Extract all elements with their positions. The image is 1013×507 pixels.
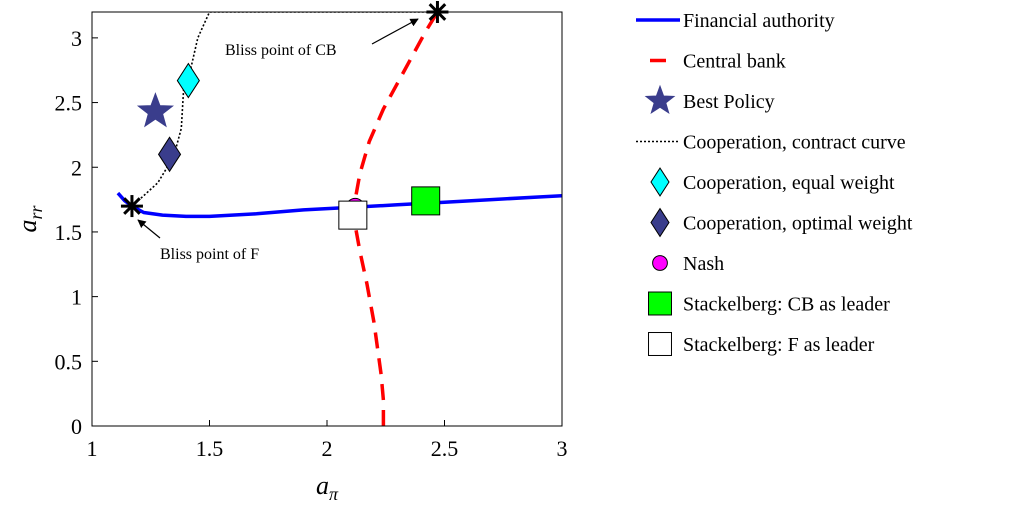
y-tick-label: 2 bbox=[71, 155, 82, 180]
legend-item-central-bank: Central bank bbox=[636, 51, 786, 73]
ticks-layer: 1 1.5 2 2.5 3 0 0.5 1 1.5 2 2.5 3 bbox=[55, 26, 568, 461]
y-tick-label: 0.5 bbox=[55, 349, 83, 374]
x-tick-label: 1 bbox=[87, 436, 98, 461]
legend-label: Cooperation, equal weight bbox=[683, 172, 895, 194]
x-tick-label: 2 bbox=[322, 436, 333, 461]
legend-swatch-stackelberg-f-as-leader bbox=[648, 332, 672, 356]
legend-label: Stackelberg: F as leader bbox=[683, 334, 875, 356]
legend-item-nash: Nash bbox=[652, 253, 724, 275]
legend-label: Cooperation, contract curve bbox=[683, 132, 906, 154]
bliss-f-label: Bliss point of F bbox=[160, 246, 259, 263]
y-tick-label: 3 bbox=[71, 26, 82, 51]
legend-item-cooperation-contract-curve: Cooperation, contract curve bbox=[636, 132, 906, 154]
x-tick-label: 3 bbox=[557, 436, 568, 461]
legend-item-best-policy: Best Policy bbox=[644, 84, 775, 115]
legend-label: Best Policy bbox=[683, 91, 775, 113]
legend-swatch-cooperation-equal-weight bbox=[650, 167, 670, 197]
marker-stackelberg-f-as-leader-0 bbox=[338, 200, 368, 230]
marker-best-policy-0 bbox=[136, 92, 174, 128]
annotations: Bliss point of CB Bliss point of F bbox=[137, 18, 419, 263]
legend-label: Financial authority bbox=[683, 10, 835, 32]
legend-swatch-nash bbox=[652, 255, 668, 271]
legend-label: Stackelberg: CB as leader bbox=[683, 294, 890, 316]
marker-cooperation-equal-weight-0 bbox=[176, 62, 200, 99]
legend-swatch-stackelberg-cb-as-leader bbox=[648, 291, 672, 316]
y-tick-label: 2.5 bbox=[55, 91, 83, 116]
legend-item-stackelberg-f-as-leader: Stackelberg: F as leader bbox=[648, 332, 875, 356]
marker-stackelberg-cb-as-leader-0 bbox=[411, 186, 441, 216]
bliss-cb-arrow bbox=[371, 18, 419, 45]
axes-frame bbox=[91, 11, 563, 427]
y-tick-label: 0 bbox=[71, 414, 82, 439]
marker-layer bbox=[120, 1, 449, 230]
marker-cooperation-optimal-weight-0 bbox=[157, 136, 182, 173]
legend-swatch-cooperation-optimal-weight bbox=[650, 207, 670, 238]
bliss-f-arrow bbox=[137, 219, 161, 239]
legend-item-financial-authority: Financial authority bbox=[636, 10, 835, 32]
x-tick-label: 1.5 bbox=[196, 436, 224, 461]
legend: Financial authority Central bank Best Poli… bbox=[636, 10, 913, 356]
legend-label: Central bank bbox=[683, 51, 786, 73]
y-tick-label: 1 bbox=[71, 285, 82, 310]
legend-swatch-best-policy bbox=[644, 84, 676, 115]
marker-bliss-point-of-f bbox=[120, 195, 143, 218]
legend-label: Nash bbox=[683, 253, 724, 275]
y-axis-label: arr bbox=[13, 205, 46, 233]
bliss-cb-label: Bliss point of CB bbox=[225, 42, 337, 59]
series-line-central-bank bbox=[353, 12, 439, 426]
x-axis-label: aπ bbox=[316, 471, 339, 502]
legend-item-cooperation-equal-weight: Cooperation, equal weight bbox=[650, 167, 895, 197]
legend-item-cooperation-optimal-weight: Cooperation, optimal weight bbox=[650, 207, 913, 238]
y-tick-label: 1.5 bbox=[55, 220, 83, 245]
legend-item-stackelberg-cb-as-leader: Stackelberg: CB as leader bbox=[648, 291, 890, 316]
x-tick-label: 2.5 bbox=[431, 436, 459, 461]
legend-label: Cooperation, optimal weight bbox=[683, 213, 913, 235]
